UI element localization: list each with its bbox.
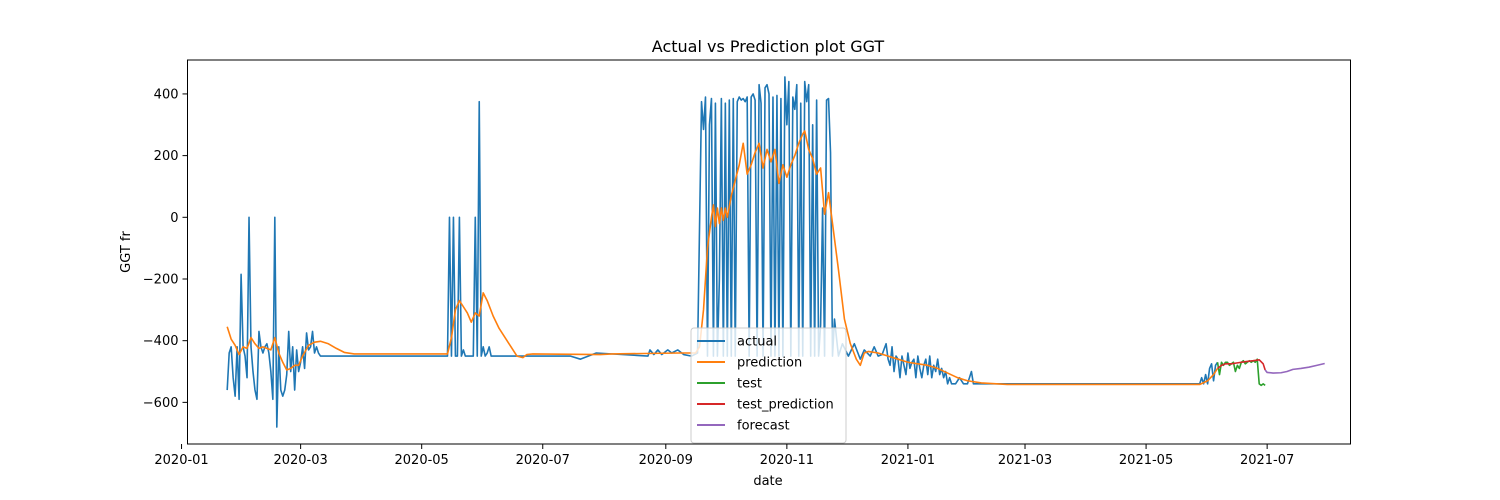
y-tick-label: −200 [143,272,179,287]
series-layer [226,76,1325,428]
x-tick-label: 2020-11 [760,453,814,468]
x-tick-label: 2020-05 [395,453,449,468]
series-line-test-prediction [1217,359,1266,371]
legend-box [690,327,847,444]
x-tick-label: 2020-03 [273,453,327,468]
series-line-forecast [1264,362,1325,374]
x-tick-label: 2021-07 [1240,453,1294,468]
y-tick-label: 0 [170,211,178,226]
x-tick-label: 2020-09 [639,453,693,468]
series-line-prediction [226,130,1219,386]
legend-label-forecast: forecast [737,419,790,434]
y-axis-ticks: 400 200 0 −200 −400 −600 [143,87,188,411]
x-tick-label: 2021-05 [1119,453,1173,468]
series-line-actual [226,76,1219,428]
plot-frame [187,59,1351,445]
legend-label-test-prediction: test_prediction [737,398,834,413]
y-tick-label: 400 [154,87,179,102]
legend-label-test: test [737,377,762,392]
y-tick-label: 200 [154,149,179,164]
y-tick-label: −600 [143,396,179,411]
chart-title: Actual vs Prediction plot GGT [652,37,885,56]
legend-label-actual: actual [737,335,777,350]
legend-label-prediction: prediction [737,356,802,371]
y-tick-label: −400 [143,334,179,349]
x-tick-label: 2021-01 [881,453,935,468]
x-tick-label: 2020-01 [154,453,208,468]
y-axis-label: GGT fr [119,231,134,273]
legend: actual prediction test test_predictionforec… [690,327,847,444]
x-tick-label: 2020-07 [516,453,570,468]
x-axis-label: date [753,474,782,489]
x-axis-ticks: 2020-01 2020-03 2020-05 2020-07 2020-09 2020-… [154,444,1294,468]
x-tick-label: 2021-03 [998,453,1052,468]
